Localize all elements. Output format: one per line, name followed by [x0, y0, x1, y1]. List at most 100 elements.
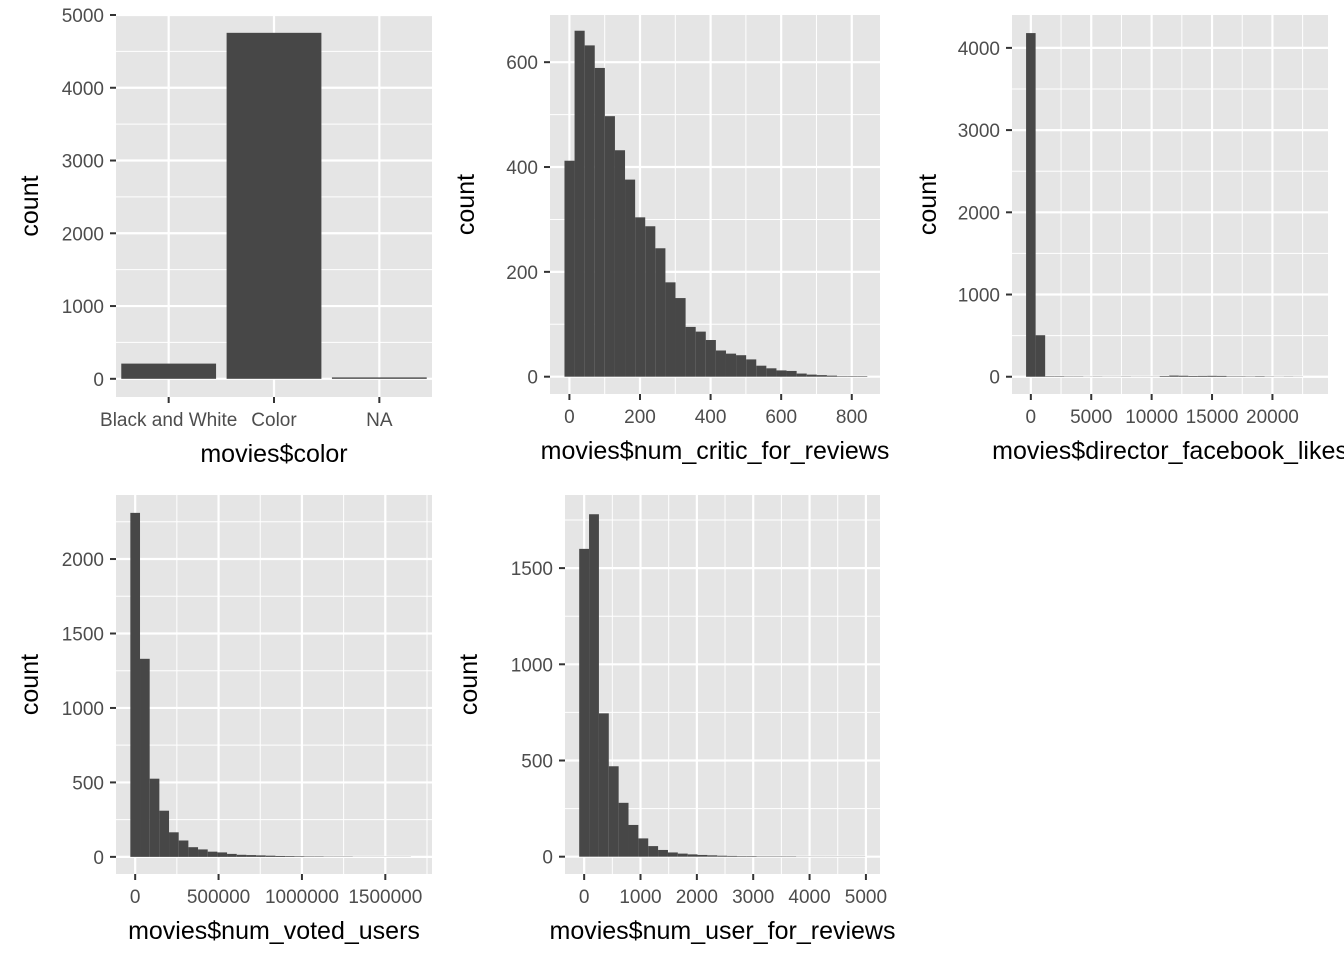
y-tick-label: 400 [506, 158, 538, 179]
histogram-bar [1178, 375, 1189, 377]
histogram-bar [746, 359, 757, 377]
histogram-bar [1207, 375, 1217, 377]
x-tick-label: NA [366, 410, 393, 431]
histogram-bar [1026, 33, 1036, 377]
y-tick-label: 3000 [958, 121, 1000, 142]
histogram-bar [598, 713, 609, 857]
plot-panel-background [1012, 15, 1328, 394]
histogram-bar [648, 846, 659, 857]
y-axis-title: count [16, 175, 44, 236]
histogram-bar [1035, 335, 1046, 377]
histogram-bar [655, 248, 666, 377]
histogram-bar [217, 852, 228, 857]
x-tick-label: 200 [624, 407, 656, 428]
chart-panel-1: 0 1000 2000 3000 4000 5000 Black and White Colo… [16, 6, 432, 468]
histogram-bar [285, 856, 295, 857]
y-axis-title: count [452, 174, 480, 235]
histogram-bar [178, 840, 189, 857]
histogram-bar [816, 375, 827, 377]
y-tick-label: 500 [521, 751, 553, 772]
chart-panel-2: 0 200 400 600 0 200 400 600 800 movies$num_critic… [452, 15, 889, 465]
histogram-bar [594, 67, 605, 377]
y-tick-label: 0 [93, 848, 104, 869]
histogram-bar [604, 116, 615, 377]
y-tick-label: 4000 [958, 39, 1000, 60]
y-tick-label: 2000 [62, 550, 104, 571]
histogram-bar [188, 847, 199, 857]
y-tick-label: 0 [989, 368, 1000, 389]
histogram-bar [667, 852, 678, 857]
y-tick-label: 1500 [511, 559, 553, 580]
histogram-bar [857, 376, 868, 377]
bar-na [331, 377, 427, 379]
x-tick-label: 2000 [676, 887, 718, 908]
histogram-bar [579, 548, 590, 857]
histogram-bar [198, 849, 208, 857]
y-axis-title: count [455, 654, 483, 715]
y-tick-label: 200 [506, 263, 538, 284]
y-tick-label: 1000 [62, 699, 104, 720]
histogram-bar [140, 658, 150, 857]
y-tick-label: 0 [542, 848, 553, 869]
histogram-bar [618, 802, 629, 857]
chart-panel-5: 0 500 1000 1500 0 1000 2000 3000 4000 5000 movies$… [455, 495, 895, 945]
x-tick-label: 5000 [845, 887, 887, 908]
x-tick-label: 3000 [732, 887, 774, 908]
histogram-bar [625, 179, 636, 377]
x-tick-label: 0 [564, 407, 575, 428]
histogram-bar [574, 30, 585, 377]
histogram-bar [169, 832, 179, 857]
histogram-bar [207, 851, 218, 857]
y-tick-label: 5000 [62, 6, 104, 27]
x-tick-label: 4000 [788, 887, 830, 908]
histogram-bar [265, 855, 276, 857]
histogram-bar [614, 150, 626, 377]
histogram-bar [705, 340, 716, 377]
y-tick-label: 0 [527, 368, 538, 389]
x-tick-label: 500000 [187, 887, 250, 908]
histogram-bar [159, 810, 170, 857]
histogram-bar [608, 766, 619, 857]
histogram-bar [638, 838, 649, 857]
histogram-bar [766, 368, 777, 377]
histogram-bar [628, 824, 639, 857]
histogram-bar [294, 856, 305, 857]
chart-panel-4: 0 500 1000 1500 2000 0 500000 1000000 1500000 mov… [16, 495, 432, 945]
x-tick-label: 1000000 [265, 887, 339, 908]
y-tick-label: 1000 [511, 655, 553, 676]
x-tick-label: 0 [579, 887, 590, 908]
histogram-bar [685, 326, 696, 377]
y-tick-label: 1500 [62, 624, 104, 645]
x-tick-label: 10000 [1125, 407, 1178, 428]
histogram-bar [1159, 376, 1170, 377]
y-tick-label: 1000 [958, 286, 1000, 307]
x-tick-label: 400 [695, 407, 727, 428]
y-tick-label: 1000 [62, 297, 104, 318]
histogram-bar [776, 370, 787, 377]
x-tick-label: 800 [836, 407, 868, 428]
histogram-bar [1216, 375, 1227, 377]
histogram-bar [1188, 375, 1198, 377]
histogram-bar [786, 370, 797, 377]
histogram-bar [746, 856, 757, 857]
x-tick-label: 1500000 [348, 887, 422, 908]
y-tick-label: 3000 [62, 152, 104, 173]
histogram-bar [695, 331, 706, 377]
x-tick-label: 0 [130, 887, 141, 908]
y-tick-label: 4000 [62, 79, 104, 100]
histogram-bar [736, 355, 747, 377]
x-axis-title: movies$num_user_for_reviews [550, 917, 896, 945]
x-tick-label: 600 [765, 407, 797, 428]
histogram-bar [806, 374, 817, 377]
x-tick-label: 1000 [619, 887, 661, 908]
x-tick-label: 0 [1026, 407, 1037, 428]
histogram-bar [227, 853, 237, 857]
chart-panel-3: 0 1000 2000 3000 4000 0 5000 10000 15000 20000 mov… [914, 15, 1344, 465]
histogram-bar [837, 376, 848, 377]
x-tick-label: Color [251, 410, 297, 431]
histogram-bar [275, 855, 286, 857]
histogram-bar [130, 512, 141, 857]
histogram-bar [1197, 375, 1208, 377]
